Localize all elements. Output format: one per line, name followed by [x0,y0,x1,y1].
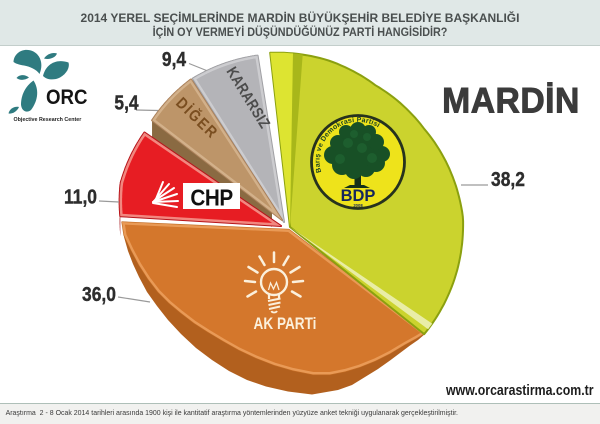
svg-text:38,2: 38,2 [491,169,525,192]
svg-text:ORC: ORC [46,86,88,109]
svg-text:CHP: CHP [190,184,232,210]
svg-text:Objective Research Center: Objective Research Center [14,117,83,123]
svg-text:2008: 2008 [353,203,363,208]
svg-text:MARDİN: MARDİN [442,82,580,121]
svg-text:AK PARTi: AK PARTi [254,315,317,334]
svg-text:11,0: 11,0 [64,186,97,209]
svg-text:9,4: 9,4 [162,49,187,72]
svg-text:5,4: 5,4 [114,92,139,115]
svg-text:36,0: 36,0 [82,284,116,307]
svg-text:BDP: BDP [341,187,376,205]
